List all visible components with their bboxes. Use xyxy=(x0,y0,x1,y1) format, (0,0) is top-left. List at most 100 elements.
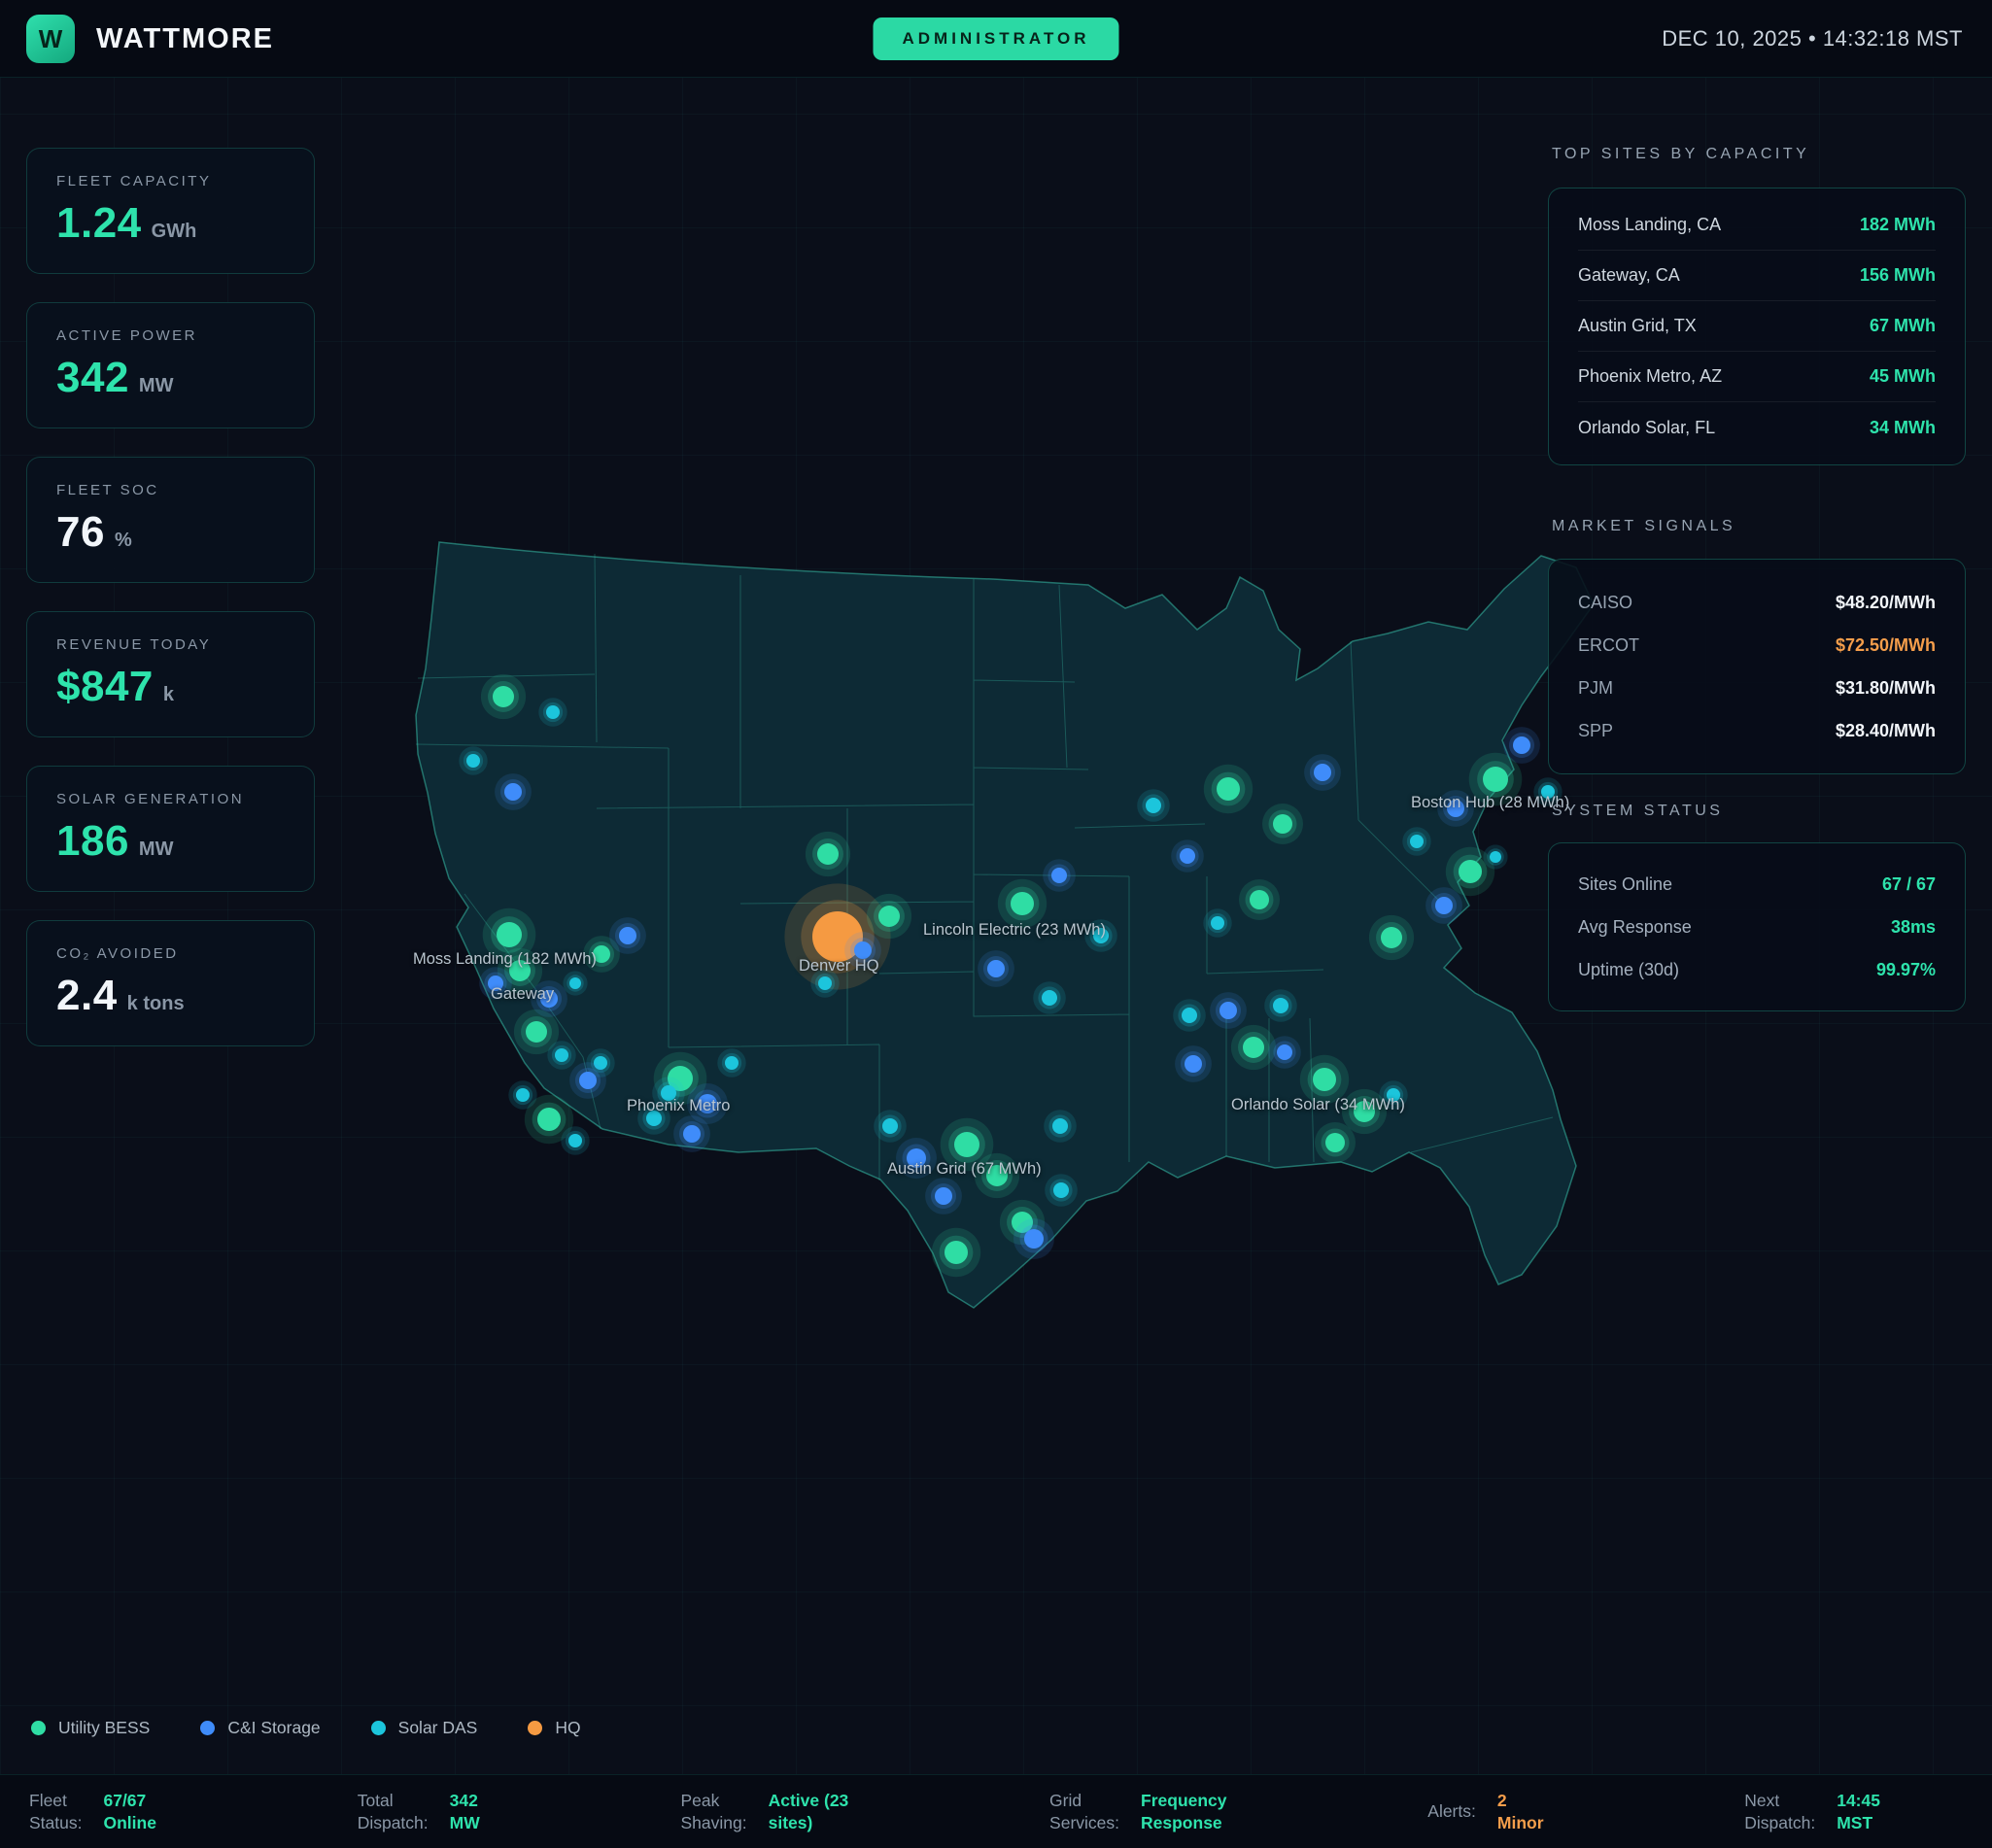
hq-site-marker[interactable] xyxy=(812,911,863,962)
map-site-label: Boston Hub (28 MWh) xyxy=(1411,794,1570,811)
solar-site-marker[interactable] xyxy=(569,977,581,989)
bess-site-marker[interactable] xyxy=(509,960,531,981)
ci-site-marker[interactable] xyxy=(1185,1055,1202,1073)
bess-site-marker[interactable] xyxy=(1313,1068,1336,1091)
ci-site-marker[interactable] xyxy=(1435,897,1453,914)
ci-site-marker[interactable] xyxy=(698,1094,717,1113)
ci-site-marker[interactable] xyxy=(987,960,1005,977)
status-bar-item: Next Dispatch: 14:45 MST xyxy=(1744,1790,1880,1834)
map-site-label: Gateway xyxy=(491,985,555,1003)
bess-site-marker[interactable] xyxy=(1217,777,1240,801)
solar-site-marker[interactable] xyxy=(1410,835,1424,848)
bess-site-marker[interactable] xyxy=(986,1165,1008,1186)
solar-site-marker[interactable] xyxy=(661,1085,676,1101)
status-bar-value: Active (23 sites) xyxy=(768,1790,849,1832)
kpi-label: FLEET SOC xyxy=(56,482,159,498)
solar-site-marker[interactable] xyxy=(1387,1088,1400,1102)
bess-site-marker[interactable] xyxy=(1243,1037,1264,1058)
system-status-row: Sites Online 67 / 67 xyxy=(1578,863,1936,906)
bess-site-marker[interactable] xyxy=(1483,767,1508,792)
solar-site-marker[interactable] xyxy=(1053,1182,1069,1198)
ci-site-marker[interactable] xyxy=(907,1148,926,1168)
solar-site-marker[interactable] xyxy=(725,1056,738,1070)
solar-site-marker[interactable] xyxy=(466,754,480,768)
bess-site-marker[interactable] xyxy=(668,1066,693,1091)
solar-site-marker[interactable] xyxy=(555,1048,568,1062)
solar-site-marker[interactable] xyxy=(882,1118,898,1134)
bess-site-marker[interactable] xyxy=(593,945,610,963)
top-site-row: Orlando Solar, FL 34 MWh xyxy=(1578,402,1936,453)
bess-site-marker[interactable] xyxy=(1354,1101,1375,1122)
bess-site-marker[interactable] xyxy=(1325,1133,1345,1152)
kpi-card: REVENUE TODAY $847 k xyxy=(26,611,315,737)
map-legend: Utility BESS C&I Storage Solar DAS HQ xyxy=(31,1718,581,1738)
solar-site-marker[interactable] xyxy=(594,1056,607,1070)
bottom-status-bar: Fleet Status: 67/67 Online Total Dispatch:… xyxy=(0,1774,1992,1848)
solar-site-marker[interactable] xyxy=(1211,916,1224,930)
ci-site-marker[interactable] xyxy=(1314,764,1331,781)
status-bar-item: Peak Shaving: Active (23 sites) xyxy=(681,1790,849,1834)
ci-site-marker[interactable] xyxy=(1513,736,1530,754)
bess-site-marker[interactable] xyxy=(537,1108,561,1131)
ci-site-marker[interactable] xyxy=(935,1187,952,1205)
ci-site-marker[interactable] xyxy=(1277,1044,1292,1060)
system-status-value: 67 / 67 xyxy=(1881,873,1936,894)
top-site-capacity: 156 MWh xyxy=(1859,265,1936,285)
ci-site-marker[interactable] xyxy=(854,941,872,959)
solar-site-marker[interactable] xyxy=(1541,785,1555,799)
solar-site-marker[interactable] xyxy=(568,1134,582,1147)
ci-site-marker[interactable] xyxy=(1051,868,1067,883)
kpi-value: 2.4 xyxy=(56,972,118,1019)
ci-site-marker[interactable] xyxy=(579,1072,597,1089)
solar-site-marker[interactable] xyxy=(1146,798,1161,813)
kpi-value-row: 76% xyxy=(56,508,285,557)
solar-site-marker[interactable] xyxy=(1182,1008,1197,1023)
top-site-row: Gateway, CA 156 MWh xyxy=(1578,251,1936,301)
solar-site-marker[interactable] xyxy=(1273,998,1288,1013)
system-status-panel: Sites Online 67 / 67 Avg Response 38ms Uptim… xyxy=(1548,842,1966,1011)
kpi-unit: MW xyxy=(138,375,174,396)
ci-site-marker[interactable] xyxy=(683,1125,701,1143)
ci-site-marker[interactable] xyxy=(1024,1229,1044,1249)
system-status-label: Uptime (30d) xyxy=(1578,959,1680,979)
solar-site-marker[interactable] xyxy=(516,1088,530,1102)
solar-site-marker[interactable] xyxy=(1042,990,1057,1006)
bess-site-marker[interactable] xyxy=(817,843,839,865)
bess-site-marker[interactable] xyxy=(1381,927,1402,948)
bess-site-marker[interactable] xyxy=(878,906,900,927)
bess-site-marker[interactable] xyxy=(1250,890,1269,909)
datetime-display: DEC 10, 2025 • 14:32:18 MST xyxy=(1662,26,1963,51)
solar-site-marker[interactable] xyxy=(1052,1118,1068,1134)
ci-site-marker[interactable] xyxy=(1219,1002,1237,1019)
top-sites-panel: Moss Landing, CA 182 MWh Gateway, CA 156 MW… xyxy=(1548,188,1966,465)
bess-site-marker[interactable] xyxy=(493,686,514,707)
bess-site-marker[interactable] xyxy=(944,1241,968,1264)
solar-site-marker[interactable] xyxy=(646,1111,662,1126)
solar-site-marker[interactable] xyxy=(546,705,560,719)
ci-site-marker[interactable] xyxy=(619,927,636,944)
system-status-label: Avg Response xyxy=(1578,916,1692,937)
top-site-row: Austin Grid, TX 67 MWh xyxy=(1578,301,1936,352)
bess-site-marker[interactable] xyxy=(1273,814,1292,834)
ci-site-marker[interactable] xyxy=(504,783,522,801)
bess-site-marker[interactable] xyxy=(1011,892,1034,915)
ci-site-marker[interactable] xyxy=(1180,848,1195,864)
bess-site-marker[interactable] xyxy=(1459,860,1482,883)
market-price: $48.20/MWh xyxy=(1835,592,1936,612)
bess-site-marker[interactable] xyxy=(1012,1212,1033,1233)
ci-site-marker[interactable] xyxy=(488,975,503,991)
solar-site-marker[interactable] xyxy=(1093,928,1109,943)
kpi-unit: MW xyxy=(138,838,174,860)
solar-site-marker[interactable] xyxy=(1490,851,1501,863)
top-site-capacity: 67 MWh xyxy=(1869,316,1936,335)
kpi-unit: k tons xyxy=(126,993,185,1014)
status-bar-label: Grid Services: xyxy=(1049,1790,1120,1832)
bess-site-marker[interactable] xyxy=(497,922,522,947)
ci-site-marker[interactable] xyxy=(540,990,558,1008)
bess-site-marker[interactable] xyxy=(954,1132,979,1157)
kpi-value-row: 342 MW xyxy=(56,354,285,402)
ci-site-marker[interactable] xyxy=(1447,800,1464,817)
bess-site-marker[interactable] xyxy=(526,1021,547,1043)
solar-site-marker[interactable] xyxy=(818,976,832,990)
top-site-name: Gateway, CA xyxy=(1578,265,1680,285)
